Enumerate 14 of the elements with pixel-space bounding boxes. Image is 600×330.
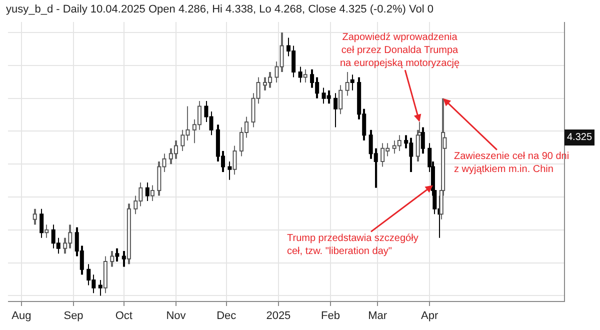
annotation: Zawieszenie ceł na 90 dni z wyjątkiem m.in. Chin [454, 151, 570, 175]
x-tick-label: Apr [421, 310, 439, 322]
annotation: Trump przedstawia szczegóły ceł, tzw. "liberation day" [287, 233, 418, 257]
x-tick-label: 2025 [266, 310, 291, 322]
chart-title: yusy_b_d - Daily 10.04.2025 Open 4.286, Hi 4.338, Lo 4.268, Close 4.325 (-0.2%) Vol 0 [6, 4, 434, 16]
x-tick-label: Nov [166, 310, 186, 322]
x-tick-label: Feb [321, 310, 340, 322]
x-tick-label: Sep [64, 310, 84, 322]
x-tick-label: Dec [216, 310, 237, 322]
x-tick-label: Oct [115, 310, 132, 322]
text: 4.325 [567, 132, 592, 143]
annotation: Zapowiedź wprowadzenia ceł przez Donalda Trumpa na europejską motoryzację [340, 32, 460, 69]
x-tick-label: Mar [368, 310, 388, 322]
x-tick-label: Aug [12, 310, 32, 322]
